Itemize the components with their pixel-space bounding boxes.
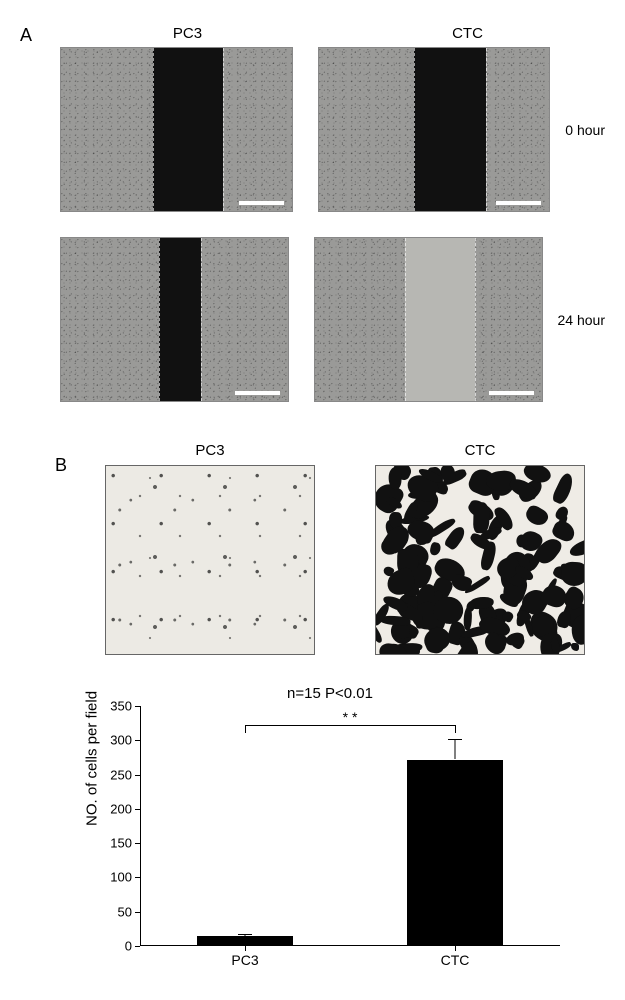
ytick-label: 100	[110, 870, 132, 885]
significance-marker: * *	[343, 709, 358, 725]
ytick-label: 150	[110, 836, 132, 851]
wound-image	[60, 237, 289, 402]
wound-image	[314, 237, 543, 402]
panel-b: PC3 CTC	[105, 442, 605, 655]
panel-a-label: A	[20, 25, 32, 46]
figure-container: A PC3 CTC 0 hour 24 hour B PC3 CTC n=15 P…	[20, 25, 605, 966]
time-label: 24 hour	[558, 312, 605, 328]
ytick-label: 50	[118, 904, 132, 919]
panel-b-label: B	[55, 455, 67, 476]
chart-ylabel: NO. of cells per field	[84, 690, 101, 825]
invasion-img-pc3	[105, 465, 315, 655]
time-label: 0 hour	[565, 122, 605, 138]
chart-area: 050100150200250300350PC3CTC* *	[140, 706, 560, 966]
panel-b-headers: PC3 CTC	[105, 442, 605, 459]
panel-a: PC3 CTC 0 hour 24 hour	[60, 25, 605, 402]
panel-b-col-ctc: CTC	[375, 442, 585, 459]
bar-ctc	[407, 760, 504, 947]
axis-y	[140, 706, 141, 946]
ytick-label: 250	[110, 767, 132, 782]
ytick-label: 0	[125, 939, 132, 954]
bar-pc3	[197, 936, 294, 946]
ytick-label: 300	[110, 733, 132, 748]
xlabel-pc3: PC3	[231, 952, 258, 968]
xlabel-ctc: CTC	[441, 952, 470, 968]
panel-a-headers: PC3 CTC	[60, 25, 605, 47]
ytick-label: 350	[110, 699, 132, 714]
chart: n=15 P<0.01 NO. of cells per field 05010…	[90, 685, 570, 966]
panel-a-col-ctc: CTC	[340, 25, 595, 42]
panel-b-row	[105, 465, 605, 655]
invasion-img-ctc	[375, 465, 585, 655]
wound-image	[318, 47, 551, 212]
ytick-label: 200	[110, 801, 132, 816]
chart-stat-text: n=15 P<0.01	[90, 685, 570, 702]
panel-a-col-pc3: PC3	[60, 25, 315, 42]
wound-image	[60, 47, 293, 212]
panel-b-col-pc3: PC3	[105, 442, 315, 459]
